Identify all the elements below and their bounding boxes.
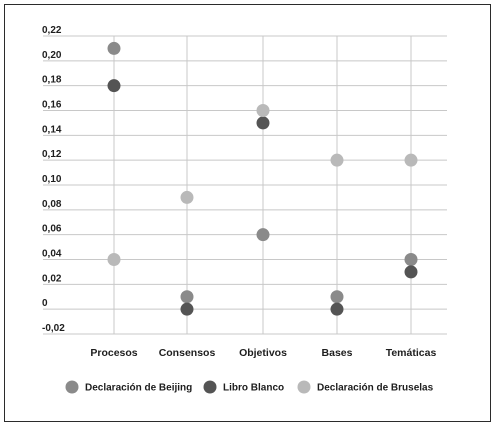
y-tick-label: 0,12 bbox=[42, 149, 62, 160]
y-tick-label: 0,04 bbox=[42, 249, 62, 260]
data-point bbox=[180, 290, 194, 304]
scatter-chart: 0,22 0,20 0,18 0,16 0,14 0,12 0,10 0,08 0,06 0,04… bbox=[42, 25, 447, 394]
data-point bbox=[330, 290, 344, 304]
data-point bbox=[256, 104, 270, 117]
y-tick-label: 0,22 bbox=[42, 25, 62, 36]
data-point bbox=[107, 41, 121, 55]
data-point bbox=[404, 253, 418, 266]
y-tick-label: -0,02 bbox=[42, 323, 65, 334]
x-category-label: Objetivos bbox=[239, 347, 287, 359]
legend-marker bbox=[65, 380, 79, 394]
legend-label: Declaración de Bruselas bbox=[317, 383, 434, 394]
data-point bbox=[330, 153, 344, 167]
y-tick-label: 0,10 bbox=[42, 174, 62, 185]
data-point bbox=[107, 253, 121, 266]
x-category-label: Consensos bbox=[159, 347, 216, 359]
x-category-label: Procesos bbox=[90, 347, 137, 359]
data-points bbox=[107, 41, 418, 316]
x-category-label: Temáticas bbox=[386, 347, 437, 359]
y-tick-label: 0,18 bbox=[42, 75, 62, 86]
data-point bbox=[404, 265, 418, 279]
legend: Declaración de Beijing Libro Blanco Declar… bbox=[65, 380, 434, 394]
data-point bbox=[107, 79, 121, 93]
grid-lines bbox=[43, 35, 447, 335]
y-tick-label: 0,14 bbox=[42, 124, 62, 135]
y-tick-label: 0,16 bbox=[42, 100, 62, 111]
data-point bbox=[180, 190, 194, 204]
y-tick-label: 0 bbox=[42, 298, 48, 309]
y-tick-label: 0,06 bbox=[42, 224, 62, 235]
legend-label: Libro Blanco bbox=[223, 383, 284, 394]
data-point bbox=[180, 302, 194, 316]
y-tick-label: 0,02 bbox=[42, 273, 62, 284]
x-axis-categories: Procesos Consensos Objetivos Bases Temáticas bbox=[90, 347, 436, 359]
data-point bbox=[256, 228, 270, 242]
data-point bbox=[404, 153, 418, 167]
data-point bbox=[256, 116, 270, 130]
x-category-label: Bases bbox=[322, 347, 353, 359]
legend-marker bbox=[297, 380, 311, 394]
y-tick-label: 0,20 bbox=[42, 50, 62, 61]
legend-marker bbox=[203, 380, 217, 394]
y-tick-label: 0,08 bbox=[42, 199, 62, 210]
data-point bbox=[330, 302, 344, 316]
legend-label: Declaración de Beijing bbox=[85, 383, 192, 394]
chart-frame: 0,22 0,20 0,18 0,16 0,14 0,12 0,10 0,08 0,06 0,04… bbox=[4, 4, 491, 422]
y-axis-ticks: 0,22 0,20 0,18 0,16 0,14 0,12 0,10 0,08 0,06 0,04… bbox=[42, 25, 65, 334]
